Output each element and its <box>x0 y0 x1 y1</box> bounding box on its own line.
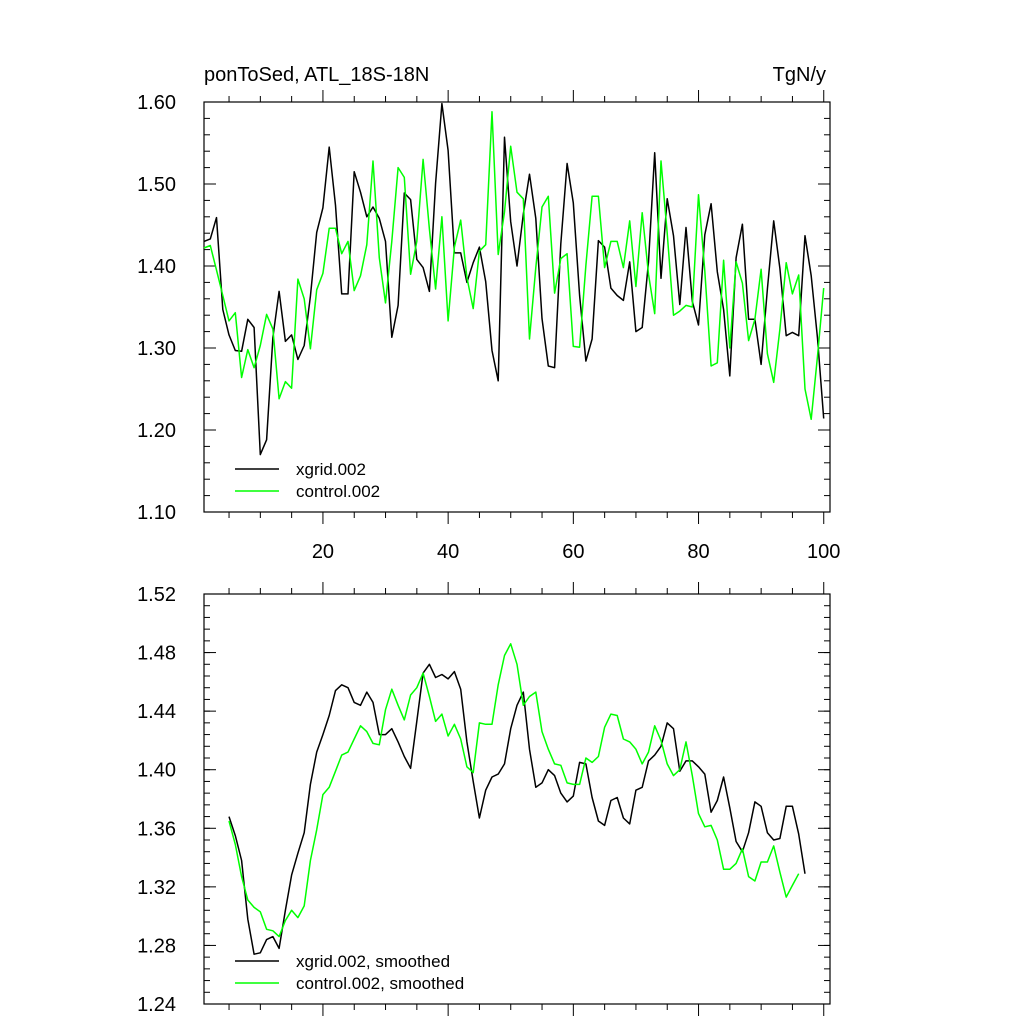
bottom-series-lines <box>228 643 806 955</box>
series-line-control <box>203 111 825 421</box>
bottom-legend: xgrid.002, smoothed control.002, smoothe… <box>235 952 464 993</box>
legend-label-control: control.002 <box>296 482 380 501</box>
top-legend: xgrid.002 control.002 <box>235 460 380 501</box>
bottom-axis-ticks: 1.24 1.28 1.32 1.36 1.40 1.44 1.48 1.52 <box>137 582 830 1016</box>
series-line-xgrid <box>203 102 825 456</box>
legend-label-control-smoothed: control.002, smoothed <box>296 974 464 993</box>
y-tick-label: 1.48 <box>137 643 176 665</box>
y-tick-label: 1.40 <box>137 256 176 278</box>
y-tick-label: 1.24 <box>137 994 176 1016</box>
legend-label-xgrid-smoothed: xgrid.002, smoothed <box>296 952 450 971</box>
y-tick-label: 1.30 <box>137 338 176 360</box>
y-tick-label: 1.52 <box>137 584 176 606</box>
y-tick-label: 1.28 <box>137 935 176 957</box>
top-chart-title: ponToSed, ATL_18S-18N <box>204 64 429 86</box>
bottom-panel: 1.24 1.28 1.32 1.36 1.40 1.44 1.48 1.52 xgrid.0… <box>137 582 831 1016</box>
x-tick-label: 100 <box>807 541 840 563</box>
y-tick-label: 1.60 <box>137 92 176 114</box>
x-tick-label: 60 <box>562 541 584 563</box>
y-tick-label: 1.10 <box>137 502 176 524</box>
y-tick-label: 1.20 <box>137 420 176 442</box>
y-tick-label: 1.50 <box>137 174 176 196</box>
x-tick-label: 80 <box>687 541 709 563</box>
x-tick-label: 20 <box>312 541 334 563</box>
y-tick-label: 1.44 <box>137 701 176 723</box>
top-panel: ponToSed, ATL_18S-18N TgN/y 1.10 1.20 1.30… <box>137 64 840 563</box>
top-chart-units: TgN/y <box>773 64 826 86</box>
legend-label-xgrid: xgrid.002 <box>296 460 366 479</box>
y-tick-label: 1.40 <box>137 760 176 782</box>
top-series-lines <box>203 102 825 456</box>
x-tick-label: 40 <box>437 541 459 563</box>
y-tick-label: 1.36 <box>137 818 176 840</box>
series-line-control <box>228 643 800 938</box>
top-plot-frame <box>203 101 831 513</box>
y-tick-label: 1.32 <box>137 877 176 899</box>
series-line-xgrid <box>228 663 806 955</box>
top-axis-ticks: 1.10 1.20 1.30 1.40 1.50 1.60 20 40 60 80 100 <box>137 90 840 563</box>
bottom-plot-frame <box>203 593 831 1005</box>
